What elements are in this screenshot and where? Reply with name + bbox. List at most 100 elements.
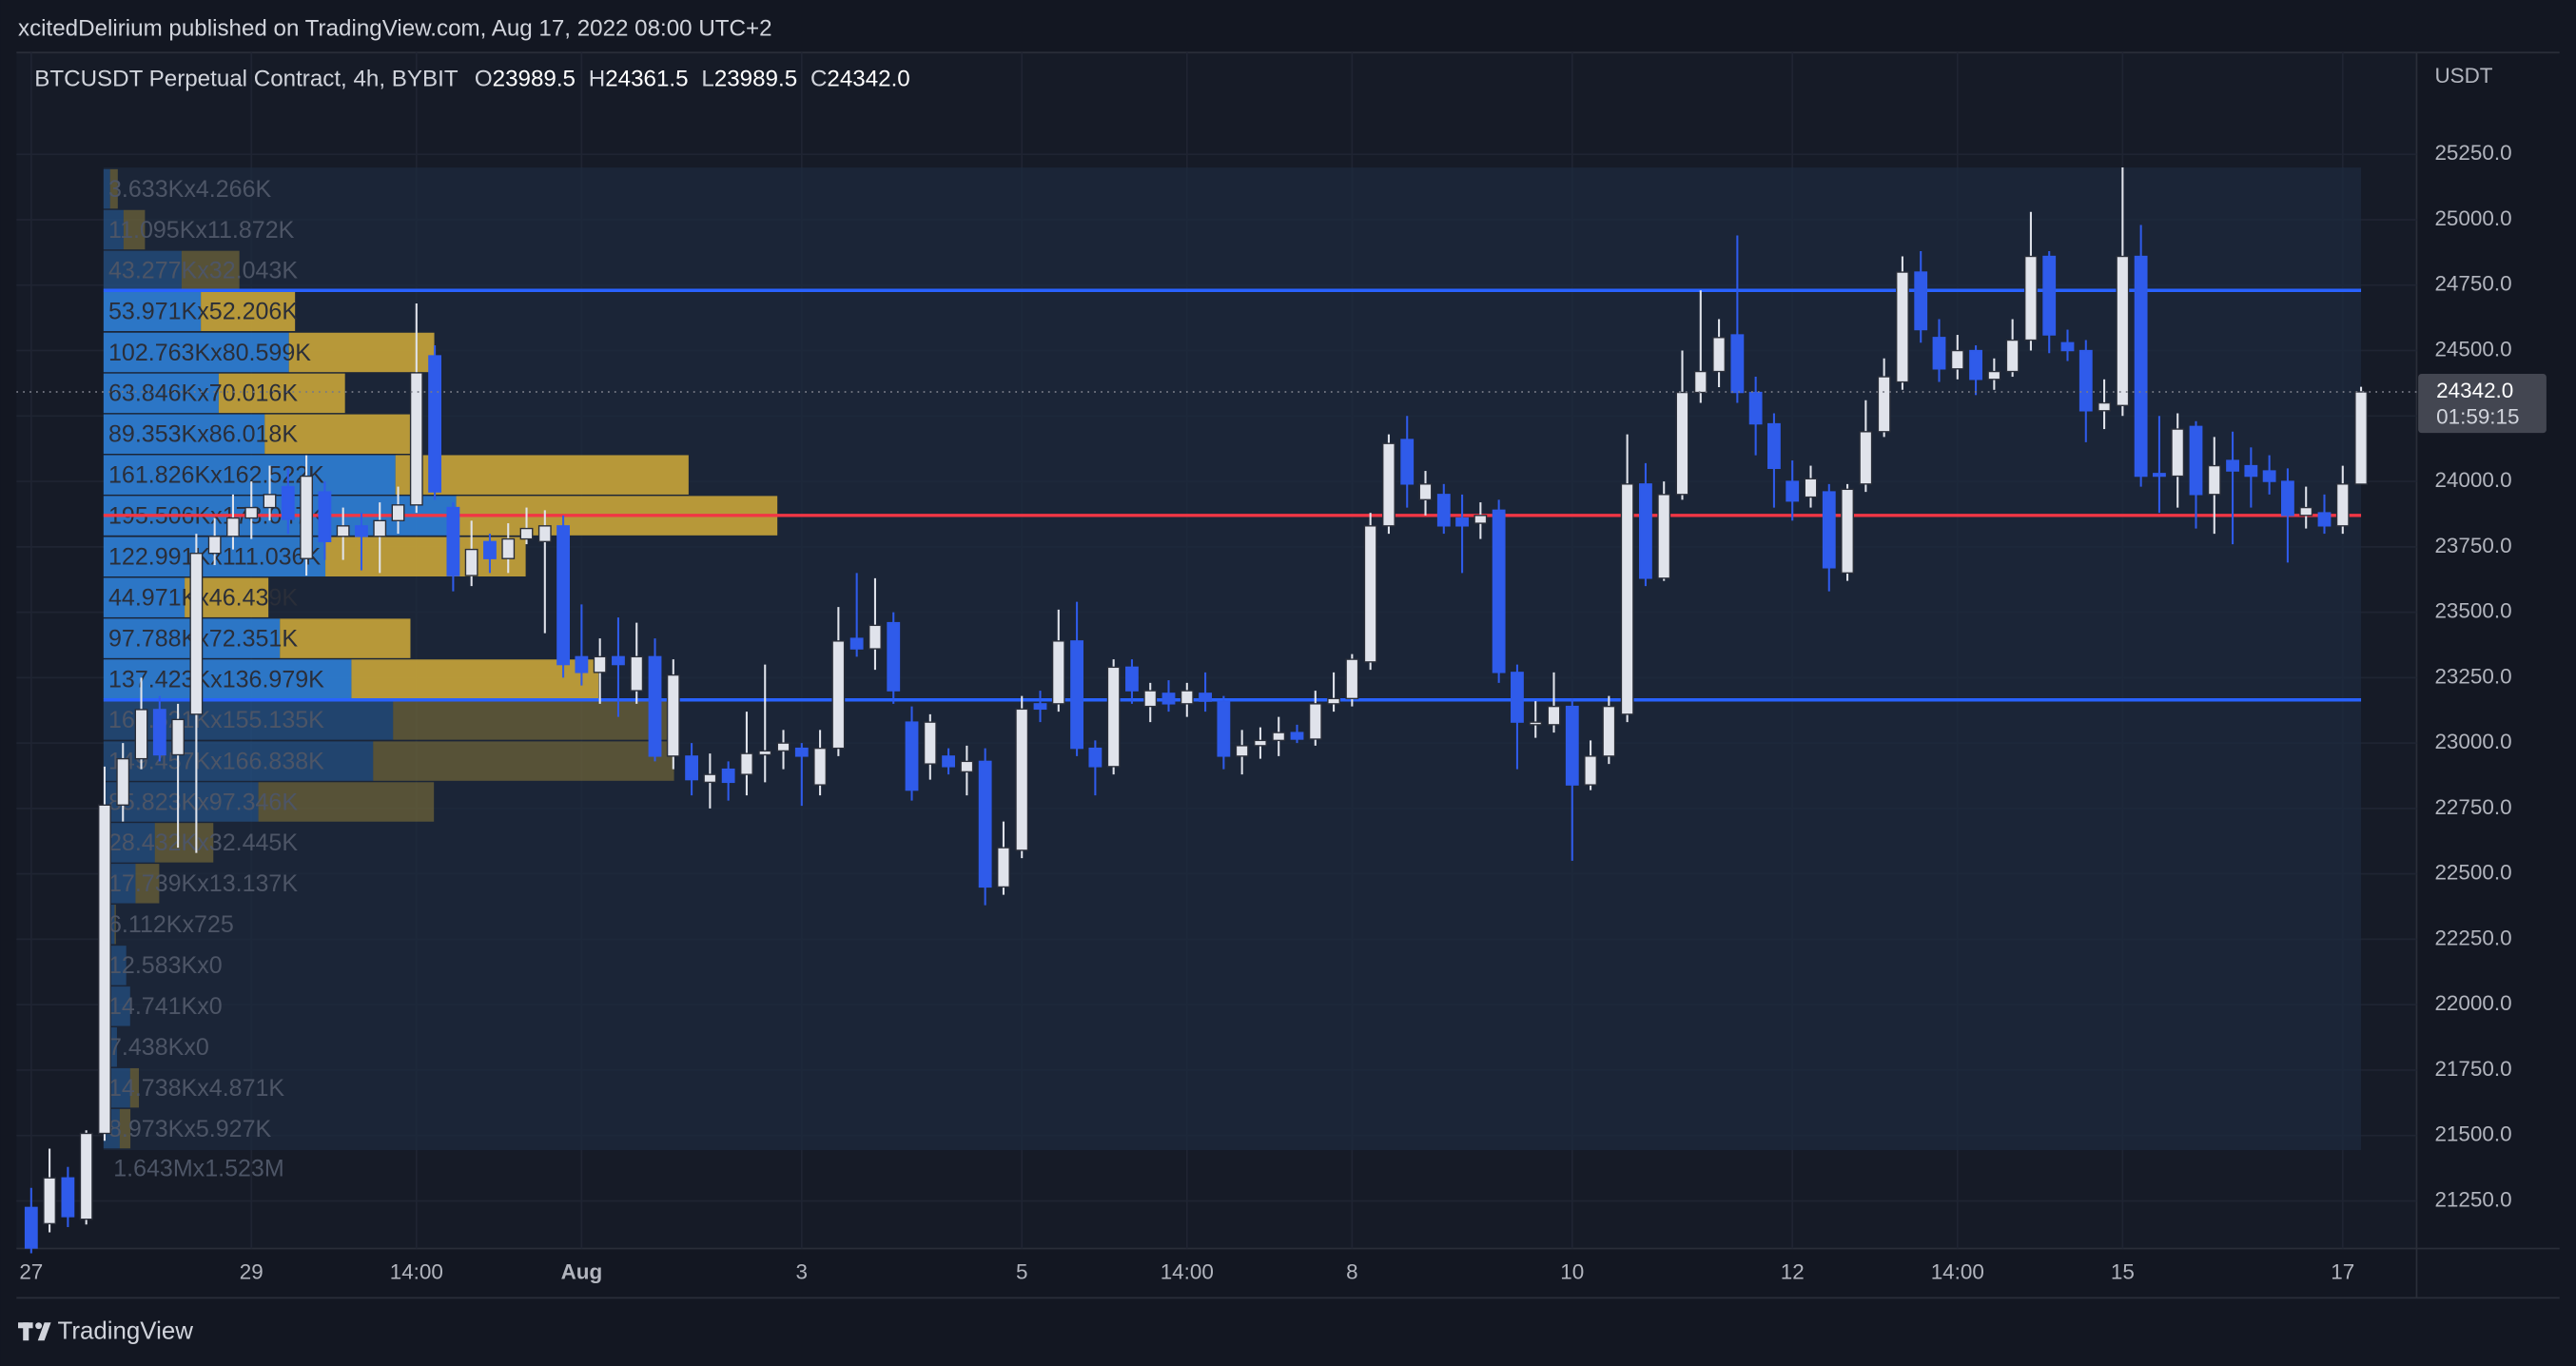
y-tick-label: 23250.0 — [2434, 664, 2511, 688]
profile-label: 7.438Kx0 — [108, 1034, 209, 1061]
candle-body — [1914, 271, 1928, 331]
profile-sell-bar — [123, 209, 146, 250]
brand: TradingView — [57, 1317, 193, 1344]
candle-body — [1473, 515, 1488, 524]
profile-sell-bar — [258, 782, 435, 822]
profile-buy-bar — [103, 700, 394, 740]
x-tick-label: Aug — [561, 1259, 603, 1283]
candle-body — [1584, 755, 1597, 786]
y-tick-label: 24500.0 — [2434, 337, 2511, 361]
candle-body — [1877, 376, 1891, 433]
profile-sell-bar — [109, 168, 118, 209]
x-tick-label: 14:00 — [1161, 1259, 1214, 1283]
profile-buy-bar — [103, 168, 110, 209]
candle-body — [318, 491, 332, 543]
candle-body — [152, 709, 166, 756]
candle-body — [1400, 439, 1415, 485]
candle-body — [794, 747, 809, 757]
candle-body — [2098, 401, 2111, 412]
profile-label: 44.971Kx46.439K — [108, 585, 298, 612]
profile-buy-bar — [103, 741, 374, 781]
candle-body — [1051, 640, 1065, 705]
candle-body — [2153, 473, 2166, 478]
profile-buy-bar — [103, 659, 352, 699]
y-tick-label: 21750.0 — [2434, 1057, 2511, 1081]
profile-label: 8.973Kx5.927K — [108, 1116, 271, 1142]
candle-body — [1841, 488, 1854, 575]
candle-body — [1418, 483, 1433, 501]
profile-label: 85.823Kx97.346K — [108, 789, 298, 815]
profile-sell-bar — [154, 823, 214, 863]
candle-body — [2171, 428, 2185, 478]
ohlc-value: 23989.5 — [493, 67, 576, 92]
candle-body — [501, 537, 516, 559]
candle-body — [1675, 391, 1689, 496]
x-tick-label: 5 — [1016, 1259, 1027, 1283]
candle-body — [612, 655, 625, 666]
ohlc-value: 24361.5 — [605, 67, 688, 92]
candle-body — [978, 760, 992, 888]
candle-body — [2317, 512, 2332, 527]
candle-body — [1620, 483, 1634, 715]
candle-body — [355, 525, 368, 537]
profile-sell-bar — [373, 741, 674, 781]
ohlc-key: O — [475, 67, 493, 92]
candle-body — [1987, 370, 2001, 381]
chart-title: BTCUSDT Perpetual Contract, 4h, BYBIT — [34, 67, 459, 92]
candle-body — [868, 624, 882, 650]
x-tick-label: 17 — [2331, 1259, 2354, 1283]
x-tick-label: 14:00 — [390, 1259, 443, 1283]
x-tick-label: 8 — [1346, 1259, 1357, 1283]
candle-body — [1290, 732, 1304, 740]
candle-body — [1199, 693, 1212, 702]
candle-body — [1529, 721, 1543, 726]
profile-label: 161.826Kx162.522K — [108, 462, 324, 489]
candle-body — [1822, 491, 1836, 569]
candle-body — [556, 525, 571, 666]
candle-body — [98, 804, 111, 1135]
candle-body — [1217, 700, 1231, 757]
candle-body — [2226, 459, 2239, 472]
candle-body — [703, 773, 717, 784]
ohlc-key: H — [589, 67, 605, 92]
logo-part — [23, 1322, 29, 1341]
candle-body — [2262, 470, 2276, 482]
candle-body — [1143, 690, 1158, 708]
candle-body — [2060, 342, 2075, 352]
candle-body — [1235, 745, 1249, 757]
candle-body — [575, 655, 589, 673]
chart-header: BTCUSDT Perpetual Contract, 4h, BYBIT O23… — [34, 67, 909, 92]
candle-body — [1180, 690, 1194, 705]
candle-body — [648, 655, 662, 757]
candle-body — [685, 755, 698, 781]
candle-body — [281, 485, 295, 520]
profile-buy-bar — [103, 414, 265, 455]
candle-body — [2207, 464, 2221, 496]
candle-body — [2005, 339, 2020, 373]
x-tick-label: 12 — [1781, 1259, 1805, 1283]
y-tick-label: 25250.0 — [2434, 141, 2511, 165]
candle-body — [1363, 525, 1377, 663]
candle-body — [1748, 391, 1763, 425]
brand-logo — [18, 1322, 51, 1341]
profile-label: 14.741Kx0 — [108, 993, 223, 1020]
candle-body — [1693, 370, 1708, 394]
candle-body — [1767, 422, 1781, 470]
profile-label: 53.971Kx52.206K — [108, 299, 298, 325]
profile-sell-bar — [129, 1067, 140, 1108]
y-tick-label: 21500.0 — [2434, 1122, 2511, 1146]
candle-body — [116, 757, 130, 806]
profile-buy-bar — [103, 823, 155, 863]
candle-body — [1804, 478, 1818, 498]
candle-body — [1639, 483, 1652, 579]
candle-body — [207, 536, 222, 555]
profile-sell-bar — [264, 414, 420, 455]
candle-body — [79, 1132, 93, 1220]
profile-label: 11.095Kx11.872K — [108, 217, 295, 244]
profile-sell-bar — [218, 373, 345, 414]
candle-body — [483, 540, 497, 559]
candle-body — [226, 517, 240, 537]
y-tick-label: 24000.0 — [2434, 468, 2511, 492]
candle-body — [593, 655, 607, 673]
